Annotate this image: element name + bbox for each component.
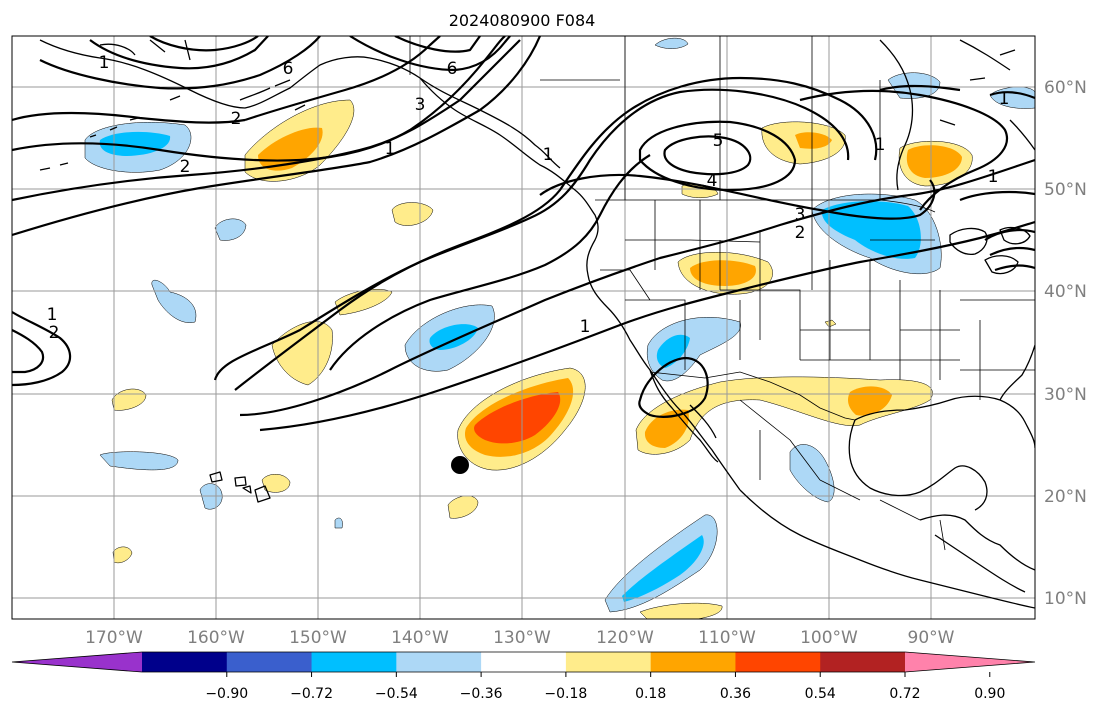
lat-tick-label: 60°N <box>1044 78 1087 98</box>
contour-label: 6 <box>283 59 294 79</box>
lon-tick-label: 150°W <box>289 628 347 648</box>
lat-tick-label: 10°N <box>1044 589 1087 609</box>
map-title: 2024080900 F084 <box>449 11 596 30</box>
lon-tick-label: 90°W <box>908 628 955 648</box>
state-borders <box>409 36 1035 551</box>
colorbar-bin <box>565 652 652 672</box>
colorbar-bin <box>142 652 228 672</box>
map-frame <box>11 35 1036 620</box>
contour-label: 1 <box>385 139 396 159</box>
contour-label: 5 <box>713 131 724 151</box>
colorbar-extension-low <box>12 652 142 672</box>
colorbar-tick-label: −0.54 <box>375 686 418 702</box>
colorbar-bin <box>650 652 736 672</box>
lat-tick-label: 30°N <box>1044 385 1087 405</box>
colorbar-bin <box>735 652 821 672</box>
colorbar-tick-label: 0.36 <box>720 686 751 702</box>
contour-label: 1 <box>47 305 58 325</box>
lon-tick-label: 170°W <box>85 628 143 648</box>
colorbar-tick-label: −0.18 <box>544 686 587 702</box>
colorbar-tick-label: 0.72 <box>889 686 920 702</box>
colorbar-bin <box>481 652 567 672</box>
contour-label: 2 <box>795 223 806 243</box>
colorbar-tick-label: 0.90 <box>974 686 1005 702</box>
lon-tick-label: 110°W <box>698 628 756 648</box>
contour-label: 1 <box>999 89 1010 109</box>
contour-label: 2 <box>180 157 191 177</box>
lon-tick-label: 120°W <box>596 628 654 648</box>
contour-label: 3 <box>795 205 806 225</box>
colorbar-tick-label: −0.36 <box>460 686 503 702</box>
lon-tick-label: 100°W <box>800 628 858 648</box>
graticule <box>12 36 1035 619</box>
contour-label: 1 <box>99 53 110 73</box>
map-area: 6 6 3 1 2 1 1 2 5 4 3 2 1 1 1 1 1 2 <box>12 36 1035 619</box>
contour-label: 1 <box>543 145 554 165</box>
colorbar: −0.90 −0.72 −0.54 −0.36 −0.18 0.18 0.36 0.54 0.7… <box>11 651 1036 702</box>
colorbar-bin <box>396 652 482 672</box>
contour-label: 1 <box>988 167 999 187</box>
lat-tick-label: 50°N <box>1044 180 1087 200</box>
colorbar-bin <box>820 652 906 672</box>
lat-tick-label: 20°N <box>1044 487 1087 507</box>
coastlines <box>39 39 1035 609</box>
colorbar-tick-label: 0.54 <box>805 686 836 702</box>
colorbar-tick-label: −0.90 <box>205 686 248 702</box>
longitude-tick-labels: 170°W 160°W 150°W 140°W 130°W 120°W 110°… <box>85 628 955 648</box>
storm-position-marker <box>451 456 469 474</box>
colorbar-tick-label: 0.18 <box>635 686 666 702</box>
lon-tick-label: 140°W <box>391 628 449 648</box>
contour-label: 1 <box>875 135 886 155</box>
colorbar-bin <box>226 652 313 672</box>
lon-tick-label: 160°W <box>187 628 245 648</box>
contour-label: 4 <box>707 171 718 191</box>
contour-lines <box>12 36 1035 432</box>
colorbar-tick-label: −0.72 <box>290 686 333 702</box>
latitude-tick-labels: 60°N 50°N 40°N 30°N 20°N 10°N <box>1044 78 1087 609</box>
colorbar-outline <box>11 651 1036 673</box>
contour-label: 2 <box>231 109 242 129</box>
lon-tick-label: 130°W <box>493 628 551 648</box>
contour-label: 1 <box>580 317 591 337</box>
contour-label: 3 <box>415 95 426 115</box>
colorbar-bin <box>311 652 397 672</box>
contour-label: 2 <box>49 323 60 343</box>
contour-label: 6 <box>447 59 458 79</box>
colorbar-extension-high <box>905 652 1035 672</box>
lat-tick-label: 40°N <box>1044 282 1087 302</box>
contour-labels: 6 6 3 1 2 1 1 2 5 4 3 2 1 1 1 1 1 2 <box>47 53 1010 343</box>
